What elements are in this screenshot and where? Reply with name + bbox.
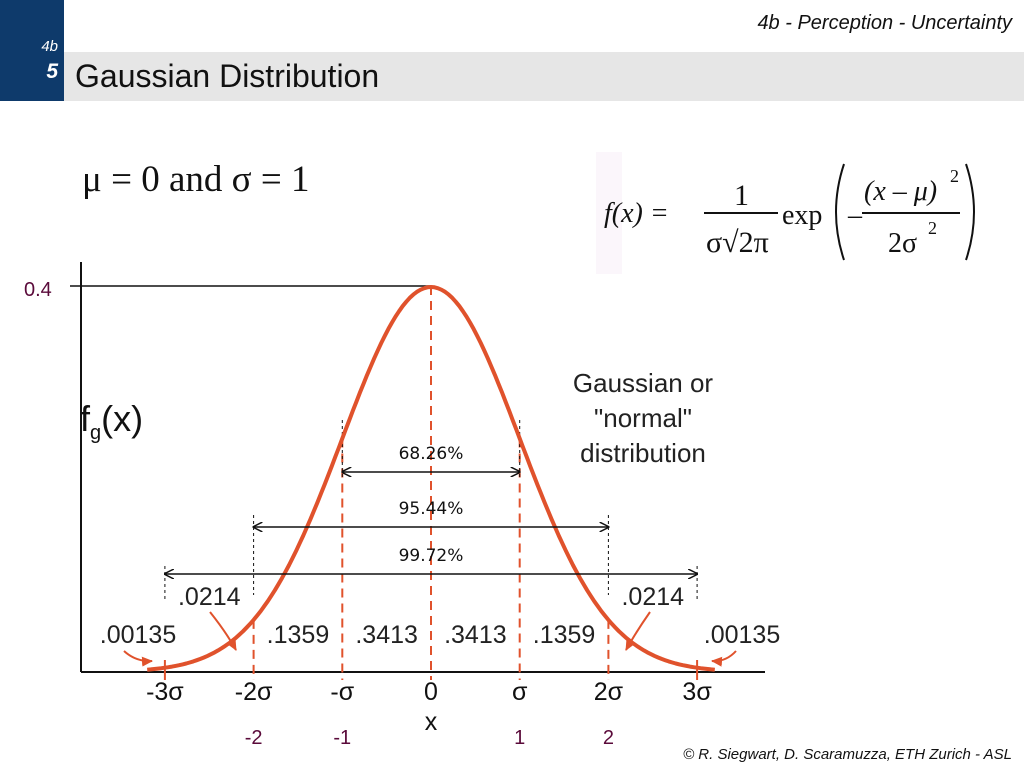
area-probability-label: .0214	[621, 583, 684, 611]
copyright: © R. Siegwart, D. Scaramuzza, ETH Zurich…	[683, 746, 1012, 763]
annotation-line: Gaussian or	[572, 368, 714, 398]
header-bar	[0, 52, 1024, 101]
slide-number: 5	[46, 60, 58, 83]
formula-denominator: σ√2π	[706, 226, 769, 259]
area-probability-label: .1359	[267, 621, 330, 649]
formula-inner-numerator: (x – μ)	[864, 176, 937, 207]
interval-percentage-label: 68.26%	[399, 444, 464, 464]
area-probability-label: .0214	[178, 583, 241, 611]
interval-percentage-label: 99.72%	[399, 546, 464, 566]
chapter-label: 4b	[41, 38, 58, 55]
tail-probability-label: .00135	[704, 621, 780, 649]
area-probability-label: .3413	[355, 621, 418, 649]
section-label: 4b - Perception - Uncertainty	[757, 12, 1012, 34]
peak-value-label: 0.4	[24, 279, 52, 301]
numeric-tick-label: 1	[514, 727, 525, 749]
numeric-tick-label: 2	[603, 727, 614, 749]
annotation-line: distribution	[580, 438, 706, 468]
area-probability-label: .1359	[533, 621, 596, 649]
distribution-annotation: Gaussian or "normal" distribution	[548, 366, 738, 471]
gaussian-curve	[147, 285, 715, 672]
gaussian-formula: f(x) = 1 σ√2π exp – (x – μ) 2 2σ 2	[604, 163, 975, 261]
sigma-tick-label: σ	[512, 678, 528, 706]
area-probability-label: .3413	[444, 621, 507, 649]
outer-area-arrow	[209, 611, 237, 651]
numeric-tick-label: -2	[245, 727, 263, 749]
sigma-tick-label: 3σ	[682, 678, 712, 706]
left-paren	[835, 163, 845, 261]
sigma-tick-label: -3σ	[146, 678, 184, 706]
slide-number-badge: 4b 5	[0, 0, 64, 101]
formula-inner-den-exponent: 2	[928, 218, 937, 238]
interval-percentage-label: 95.44%	[399, 499, 464, 519]
slide-title: Gaussian Distribution	[75, 58, 380, 94]
sigma-tick-label: -2σ	[235, 678, 273, 706]
outer-area-arrow	[625, 611, 651, 651]
formula-inner-exponent: 2	[950, 166, 959, 186]
formula-numerator: 1	[734, 179, 749, 212]
y-axis-label: fg(x)	[80, 398, 143, 445]
tail-arrow	[711, 650, 737, 667]
tail-probability-label: .00135	[100, 621, 176, 649]
right-paren	[965, 163, 975, 261]
formula-minus: –	[847, 200, 863, 231]
formula-highlight	[596, 152, 622, 274]
y-axis-label-main: f	[80, 398, 91, 439]
formula-exp: exp	[782, 200, 822, 231]
sigma-tick-label: -σ	[330, 678, 354, 706]
y-axis-label-tail: (x)	[101, 398, 144, 439]
formula-inner-denominator: 2σ	[888, 228, 917, 259]
sigma-tick-label: 0	[424, 678, 438, 706]
annotation-line: "normal"	[594, 403, 692, 433]
numeric-tick-label: -1	[333, 727, 351, 749]
y-axis-label-sub: g	[90, 422, 102, 445]
x-axis-label: x	[425, 708, 438, 736]
parameter-statement: μ = 0 and σ = 1	[82, 159, 310, 200]
formula-lhs: f(x) =	[604, 198, 669, 229]
tail-arrow	[123, 650, 153, 667]
sigma-tick-label: 2σ	[594, 678, 624, 706]
